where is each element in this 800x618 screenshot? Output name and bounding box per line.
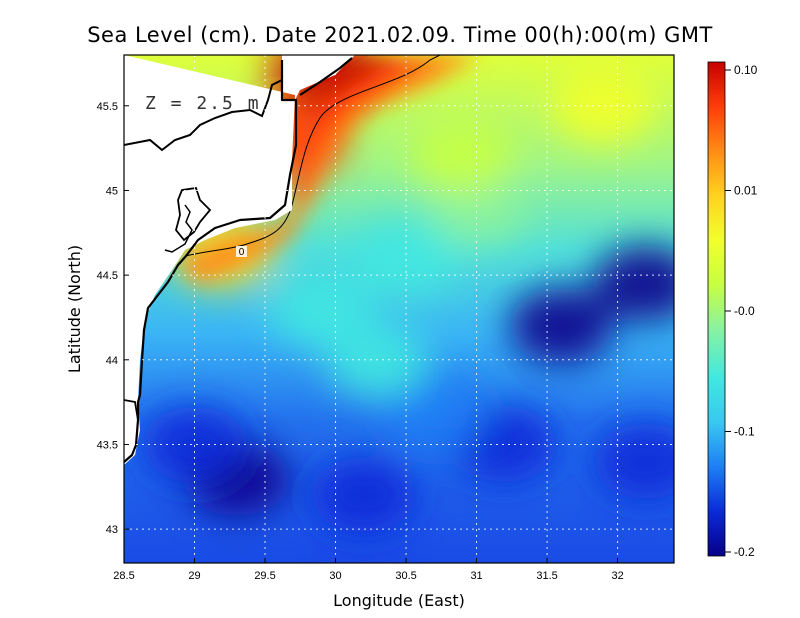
- field-anomaly: [142, 406, 247, 483]
- colorbar-tick-label: -0.0: [734, 304, 755, 318]
- y-axis-ticks: 43 43.5 44 44.5 45 45.5: [97, 101, 129, 536]
- plot-area: 0 Z = 2.5 m: [124, 55, 674, 563]
- y-tick-label: 44.5: [97, 270, 118, 282]
- coastline: [124, 60, 298, 463]
- map-title: Sea Level (cm). Date 2021.02.09. Time 00…: [87, 23, 713, 47]
- y-tick-label: 43.5: [97, 439, 118, 451]
- inlet-outline: [124, 399, 139, 421]
- x-tick-label: 31.5: [536, 570, 557, 582]
- field-anomaly: [311, 457, 416, 534]
- coastline-north: [299, 57, 353, 96]
- y-axis-label: Latitude (North): [65, 245, 84, 373]
- field-anomaly: [593, 245, 674, 322]
- x-axis-ticks: 28.5 29 29.5 30 30.5 31 31.5 32: [113, 558, 624, 582]
- x-tick-label: 30: [329, 570, 341, 582]
- field-anomaly: [593, 423, 674, 500]
- lagoon-outline: [175, 187, 212, 242]
- x-tick-label: 31: [470, 570, 482, 582]
- x-tick-label: 29: [188, 570, 200, 582]
- x-tick-label: 32: [611, 570, 623, 582]
- coastal-high-band: [180, 55, 480, 282]
- depth-label: Z = 2.5 m: [145, 93, 261, 114]
- x-axis-label: Longitude (East): [333, 591, 465, 610]
- field-anomaly: [269, 271, 374, 347]
- field-anomaly: [551, 67, 656, 144]
- colorbar-tick-label: -0.2: [734, 545, 755, 559]
- land-area: [124, 55, 355, 465]
- y-tick-label: 44: [106, 355, 118, 367]
- field-anomaly: [410, 118, 515, 195]
- x-tick-label: 29.5: [254, 570, 275, 582]
- plot-frame: [123, 54, 675, 564]
- y-tick-label: 45.5: [97, 101, 118, 113]
- x-tick-label: 28.5: [113, 570, 134, 582]
- field-anomaly: [509, 287, 614, 364]
- colorbar: [707, 61, 726, 557]
- colorbar-tick-label: 0.01: [734, 184, 758, 198]
- colorbar-ticks: 0.10 0.01 -0.0 -0.1 -0.2: [725, 63, 758, 559]
- x-tick-label: 30.5: [395, 570, 416, 582]
- colorbar-tick-label: -0.1: [734, 425, 755, 439]
- colorbar-tick-label: 0.10: [734, 63, 758, 77]
- grid-lines: [124, 55, 674, 563]
- river-outline: [164, 204, 193, 253]
- contour-label-zero: 0: [239, 247, 245, 258]
- delta-outline: [124, 79, 283, 152]
- y-tick-label: 45: [106, 185, 118, 197]
- field-anomaly: [354, 220, 459, 297]
- field-anomaly: [382, 372, 487, 449]
- y-tick-label: 43: [106, 524, 118, 536]
